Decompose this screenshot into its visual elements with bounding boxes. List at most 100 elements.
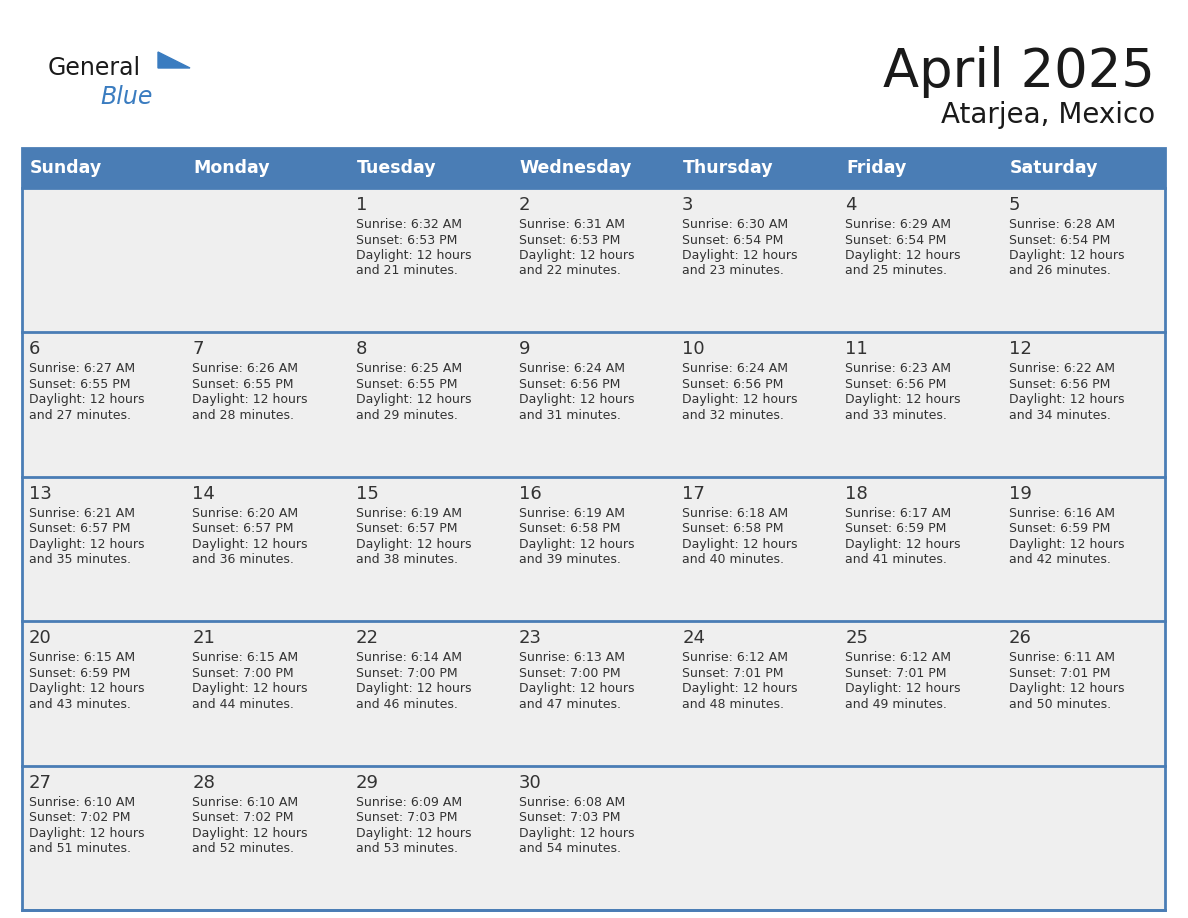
Text: and 21 minutes.: and 21 minutes.: [355, 264, 457, 277]
Bar: [185, 188, 348, 332]
Text: Sunset: 6:56 PM: Sunset: 6:56 PM: [682, 378, 784, 391]
Text: and 50 minutes.: and 50 minutes.: [1009, 698, 1111, 711]
Text: Sunset: 6:54 PM: Sunset: 6:54 PM: [682, 233, 784, 247]
Text: Saturday: Saturday: [1010, 159, 1098, 177]
Text: 12: 12: [1009, 341, 1031, 358]
Bar: [348, 621, 512, 766]
Text: Wednesday: Wednesday: [520, 159, 632, 177]
Text: Sunrise: 6:14 AM: Sunrise: 6:14 AM: [355, 651, 462, 665]
Text: Daylight: 12 hours: Daylight: 12 hours: [355, 682, 472, 695]
Bar: [839, 332, 1001, 476]
Text: Thursday: Thursday: [683, 159, 773, 177]
Text: and 33 minutes.: and 33 minutes.: [846, 409, 947, 422]
Text: and 48 minutes.: and 48 minutes.: [682, 698, 784, 711]
Polygon shape: [158, 52, 190, 68]
Text: and 44 minutes.: and 44 minutes.: [192, 698, 295, 711]
Text: Sunset: 6:59 PM: Sunset: 6:59 PM: [29, 666, 131, 679]
Text: 8: 8: [355, 341, 367, 358]
Text: Sunrise: 6:17 AM: Sunrise: 6:17 AM: [846, 507, 952, 520]
Text: Daylight: 12 hours: Daylight: 12 hours: [682, 682, 797, 695]
Bar: [839, 766, 1001, 910]
Text: Daylight: 12 hours: Daylight: 12 hours: [355, 394, 472, 407]
Text: and 42 minutes.: and 42 minutes.: [1009, 554, 1111, 566]
Text: Sunset: 6:57 PM: Sunset: 6:57 PM: [355, 522, 457, 535]
Text: Sunrise: 6:19 AM: Sunrise: 6:19 AM: [355, 507, 462, 520]
Text: Atarjea, Mexico: Atarjea, Mexico: [941, 101, 1155, 129]
Text: and 47 minutes.: and 47 minutes.: [519, 698, 621, 711]
Text: Tuesday: Tuesday: [356, 159, 436, 177]
Text: Sunrise: 6:12 AM: Sunrise: 6:12 AM: [846, 651, 952, 665]
Text: General: General: [48, 56, 141, 80]
Text: 30: 30: [519, 774, 542, 791]
Text: 5: 5: [1009, 196, 1020, 214]
Text: Sunset: 7:03 PM: Sunset: 7:03 PM: [355, 812, 457, 824]
Text: Sunrise: 6:10 AM: Sunrise: 6:10 AM: [29, 796, 135, 809]
Text: and 51 minutes.: and 51 minutes.: [29, 842, 131, 855]
Bar: [1001, 476, 1165, 621]
Bar: [512, 476, 675, 621]
Text: Sunrise: 6:18 AM: Sunrise: 6:18 AM: [682, 507, 789, 520]
Text: Sunrise: 6:32 AM: Sunrise: 6:32 AM: [355, 218, 462, 231]
Text: Sunrise: 6:30 AM: Sunrise: 6:30 AM: [682, 218, 789, 231]
Bar: [512, 766, 675, 910]
Text: and 23 minutes.: and 23 minutes.: [682, 264, 784, 277]
Bar: [512, 332, 675, 476]
Bar: [675, 148, 839, 188]
Bar: [675, 476, 839, 621]
Bar: [1001, 148, 1165, 188]
Text: and 34 minutes.: and 34 minutes.: [1009, 409, 1111, 422]
Text: Blue: Blue: [100, 85, 152, 109]
Bar: [839, 621, 1001, 766]
Text: Sunset: 7:01 PM: Sunset: 7:01 PM: [1009, 666, 1111, 679]
Text: Sunrise: 6:29 AM: Sunrise: 6:29 AM: [846, 218, 952, 231]
Text: 16: 16: [519, 485, 542, 503]
Text: Daylight: 12 hours: Daylight: 12 hours: [192, 682, 308, 695]
Text: Sunset: 6:56 PM: Sunset: 6:56 PM: [1009, 378, 1110, 391]
Text: April 2025: April 2025: [883, 46, 1155, 98]
Text: Daylight: 12 hours: Daylight: 12 hours: [192, 826, 308, 840]
Text: Daylight: 12 hours: Daylight: 12 hours: [846, 538, 961, 551]
Text: 18: 18: [846, 485, 868, 503]
Text: and 29 minutes.: and 29 minutes.: [355, 409, 457, 422]
Bar: [23, 148, 185, 188]
Bar: [23, 188, 185, 332]
Text: and 38 minutes.: and 38 minutes.: [355, 554, 457, 566]
Text: Daylight: 12 hours: Daylight: 12 hours: [192, 538, 308, 551]
Text: Daylight: 12 hours: Daylight: 12 hours: [29, 538, 145, 551]
Bar: [348, 766, 512, 910]
Text: Sunset: 6:57 PM: Sunset: 6:57 PM: [192, 522, 293, 535]
Text: and 52 minutes.: and 52 minutes.: [192, 842, 295, 855]
Text: Sunset: 7:00 PM: Sunset: 7:00 PM: [355, 666, 457, 679]
Bar: [1001, 332, 1165, 476]
Text: and 53 minutes.: and 53 minutes.: [355, 842, 457, 855]
Text: Sunrise: 6:15 AM: Sunrise: 6:15 AM: [192, 651, 298, 665]
Text: and 39 minutes.: and 39 minutes.: [519, 554, 621, 566]
Text: Sunset: 6:53 PM: Sunset: 6:53 PM: [519, 233, 620, 247]
Bar: [348, 332, 512, 476]
Text: 29: 29: [355, 774, 379, 791]
Text: and 46 minutes.: and 46 minutes.: [355, 698, 457, 711]
Text: and 40 minutes.: and 40 minutes.: [682, 554, 784, 566]
Text: Sunset: 6:57 PM: Sunset: 6:57 PM: [29, 522, 131, 535]
Bar: [839, 476, 1001, 621]
Text: 13: 13: [29, 485, 52, 503]
Text: Sunrise: 6:23 AM: Sunrise: 6:23 AM: [846, 363, 952, 375]
Text: Sunset: 6:59 PM: Sunset: 6:59 PM: [1009, 522, 1110, 535]
Text: Sunset: 7:01 PM: Sunset: 7:01 PM: [682, 666, 784, 679]
Bar: [185, 332, 348, 476]
Text: Daylight: 12 hours: Daylight: 12 hours: [682, 538, 797, 551]
Text: Sunset: 6:59 PM: Sunset: 6:59 PM: [846, 522, 947, 535]
Text: Sunrise: 6:26 AM: Sunrise: 6:26 AM: [192, 363, 298, 375]
Text: and 43 minutes.: and 43 minutes.: [29, 698, 131, 711]
Text: 14: 14: [192, 485, 215, 503]
Text: and 35 minutes.: and 35 minutes.: [29, 554, 131, 566]
Text: Sunset: 6:55 PM: Sunset: 6:55 PM: [355, 378, 457, 391]
Text: Sunset: 6:54 PM: Sunset: 6:54 PM: [846, 233, 947, 247]
Text: and 41 minutes.: and 41 minutes.: [846, 554, 947, 566]
Text: Daylight: 12 hours: Daylight: 12 hours: [846, 394, 961, 407]
Text: Monday: Monday: [194, 159, 270, 177]
Bar: [185, 621, 348, 766]
Text: Sunset: 6:58 PM: Sunset: 6:58 PM: [682, 522, 784, 535]
Bar: [1001, 766, 1165, 910]
Text: Daylight: 12 hours: Daylight: 12 hours: [1009, 394, 1124, 407]
